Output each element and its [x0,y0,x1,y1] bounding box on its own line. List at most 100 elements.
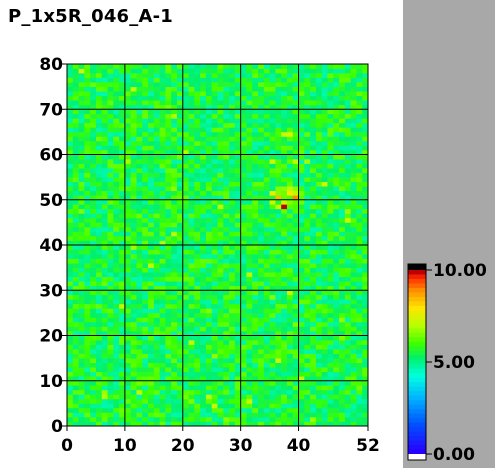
heatmap-cell [136,190,143,196]
heatmap-cell [136,199,143,205]
heatmap-cell [315,290,323,296]
heatmap-cell [142,168,149,173]
heatmap-cell [246,340,253,345]
heatmap-cell [72,186,79,192]
heatmap-cell [275,109,282,115]
heatmap-cell [142,104,149,110]
heatmap-cell [327,159,334,164]
heatmap-cell [84,204,91,210]
heatmap-cell [252,127,259,133]
heatmap-cell [142,330,149,336]
heatmap-cell [240,86,247,92]
colorbar-segment [408,440,426,446]
heatmap-cell [298,226,305,232]
heatmap-cell [107,73,114,78]
heatmap-cell [211,149,218,155]
heatmap-cell [153,317,160,323]
heatmap-cell [176,217,184,223]
heatmap-cell [211,68,218,74]
heatmap-cell [246,104,253,110]
heatmap-cell [165,362,172,368]
heatmap-cell [205,136,213,142]
heatmap-cell [229,281,236,287]
heatmap-cell [362,340,369,345]
heatmap-cell [339,145,346,151]
heatmap-cell [350,358,357,364]
heatmap-cell [234,335,242,341]
heatmap-cell [72,122,79,128]
heatmap-cell [339,127,346,133]
heatmap-cell [84,353,91,359]
heatmap-cell [252,312,259,318]
heatmap-cell [78,276,85,282]
heatmap-cell [188,416,195,422]
heatmap-cell [205,186,213,192]
heatmap-cell [321,290,328,296]
heatmap-cell [142,172,149,178]
heatmap-cell [304,349,311,354]
heatmap-cell [107,376,114,382]
heatmap-cell [362,77,369,83]
heatmap-cell [229,263,236,268]
heatmap-cell [90,380,97,386]
heatmap-cell [327,217,334,223]
heatmap-cell [205,104,213,110]
heatmap-cell [107,285,114,291]
heatmap-cell [339,312,346,318]
heatmap-cell [275,86,282,92]
heatmap-cell [275,358,282,364]
x-tick-label: 40 [287,436,311,456]
heatmap-cell [182,208,189,214]
heatmap-cell [101,168,108,173]
heatmap-cell [84,272,91,278]
heatmap-cell [327,186,334,192]
heatmap-cell [119,77,126,83]
heatmap-cell [182,416,189,422]
heatmap-cell [223,73,230,78]
heatmap-cell [258,367,265,373]
heatmap-cell [321,294,328,300]
heatmap-cell [344,412,351,418]
heatmap-cell [246,367,253,373]
heatmap-cell [67,226,74,232]
heatmap-cell [240,245,247,250]
heatmap-cell [188,330,195,336]
heatmap-cell [240,240,247,246]
heatmap-cell [350,190,357,196]
heatmap-cell [165,330,172,336]
heatmap-cell [310,109,317,115]
heatmap-cell [327,181,334,187]
heatmap-cell [246,330,253,336]
heatmap-cell [275,421,282,427]
heatmap-cell [269,217,276,223]
heatmap-cell [142,398,149,404]
heatmap-cell [188,281,195,287]
heatmap-cell [252,290,259,296]
heatmap-cell [339,358,346,364]
heatmap-cell [258,240,265,246]
heatmap-cell [229,113,236,119]
heatmap-cell [101,217,108,223]
heatmap-cell [119,145,126,151]
heatmap-cell [234,127,242,133]
heatmap-cell [124,353,132,359]
heatmap-cell [136,172,143,178]
heatmap-cell [90,140,97,146]
heatmap-cell [84,362,91,368]
heatmap-cell [281,77,288,83]
heatmap-cell [182,186,189,192]
heatmap-cell [327,294,334,300]
heatmap-cell [240,172,247,178]
heatmap-cell [171,312,178,318]
heatmap-cell [124,303,132,309]
heatmap-cell [350,140,357,146]
heatmap-cell [339,154,346,160]
heatmap-cell [153,195,160,201]
heatmap-cell [263,389,270,395]
heatmap-cell [339,163,346,169]
heatmap-cell [304,358,311,364]
heatmap-cell [130,416,137,422]
heatmap-cell [258,394,265,400]
heatmap-cell [136,335,143,341]
heatmap-cell [286,172,294,178]
